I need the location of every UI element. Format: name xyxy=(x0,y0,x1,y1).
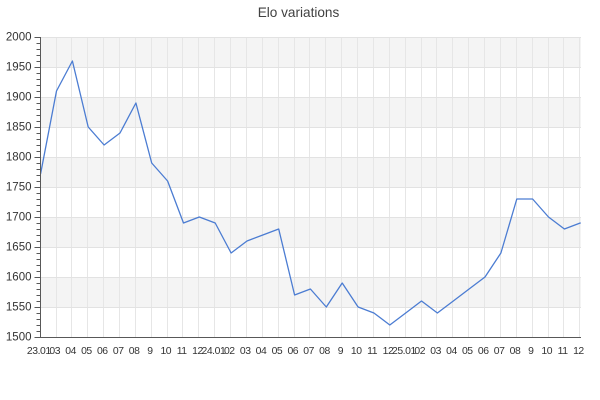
svg-text:2000: 2000 xyxy=(6,32,32,44)
svg-text:12: 12 xyxy=(192,346,203,357)
svg-text:1750: 1750 xyxy=(6,182,32,194)
svg-text:05: 05 xyxy=(272,346,283,357)
svg-text:12: 12 xyxy=(573,346,584,357)
svg-text:04: 04 xyxy=(446,346,457,357)
svg-text:02: 02 xyxy=(224,346,235,357)
svg-text:06: 06 xyxy=(287,346,298,357)
svg-text:03: 03 xyxy=(240,346,251,357)
svg-text:04: 04 xyxy=(256,346,267,357)
svg-text:11: 11 xyxy=(558,346,569,357)
svg-text:9: 9 xyxy=(528,346,534,357)
svg-text:06: 06 xyxy=(478,346,489,357)
svg-text:02: 02 xyxy=(414,346,425,357)
svg-text:1650: 1650 xyxy=(6,242,32,254)
svg-text:1900: 1900 xyxy=(6,92,32,104)
svg-text:10: 10 xyxy=(160,346,171,357)
svg-text:9: 9 xyxy=(147,346,153,357)
svg-text:07: 07 xyxy=(303,346,314,357)
svg-text:07: 07 xyxy=(494,346,505,357)
svg-text:11: 11 xyxy=(177,346,188,357)
svg-text:10: 10 xyxy=(351,346,362,357)
svg-text:11: 11 xyxy=(367,346,378,357)
svg-text:03: 03 xyxy=(49,346,60,357)
svg-text:07: 07 xyxy=(113,346,124,357)
svg-text:24.01: 24.01 xyxy=(202,346,226,357)
svg-text:9: 9 xyxy=(338,346,344,357)
svg-text:1550: 1550 xyxy=(6,302,32,314)
svg-text:23.01: 23.01 xyxy=(27,346,51,357)
svg-text:1800: 1800 xyxy=(6,152,32,164)
svg-text:1850: 1850 xyxy=(6,122,32,134)
svg-text:08: 08 xyxy=(129,346,140,357)
svg-text:08: 08 xyxy=(319,346,330,357)
svg-text:Elo variations: Elo variations xyxy=(258,5,340,20)
svg-text:1700: 1700 xyxy=(6,212,32,224)
svg-text:1500: 1500 xyxy=(6,332,32,344)
svg-text:04: 04 xyxy=(65,346,76,357)
svg-text:08: 08 xyxy=(510,346,521,357)
svg-text:1950: 1950 xyxy=(6,62,32,74)
svg-text:03: 03 xyxy=(430,346,441,357)
svg-text:06: 06 xyxy=(97,346,108,357)
svg-text:25.01: 25.01 xyxy=(392,346,416,357)
svg-text:10: 10 xyxy=(541,346,552,357)
svg-text:1600: 1600 xyxy=(6,272,32,284)
svg-text:12: 12 xyxy=(383,346,394,357)
svg-text:05: 05 xyxy=(81,346,92,357)
svg-text:05: 05 xyxy=(462,346,473,357)
